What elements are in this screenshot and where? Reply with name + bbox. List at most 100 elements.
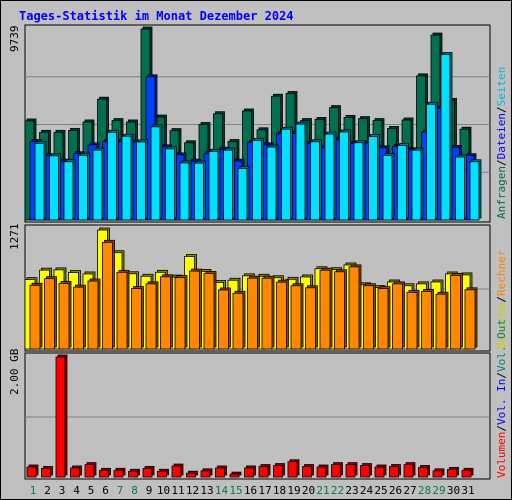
bar-volumen-day-29-face (432, 470, 443, 478)
bar-seiten-day-25-face (382, 155, 393, 221)
bar-rechner-day-23 (348, 264, 362, 350)
bar-rechner-day-14 (218, 287, 231, 350)
day-label-8: 8 (131, 484, 138, 497)
bar-rechner-day-22-face (334, 271, 345, 350)
bar-volumen-day-18 (273, 463, 285, 478)
bar-rechner-day-15 (232, 290, 246, 350)
bar-rechner-day-1 (29, 282, 43, 350)
bar-rechner-day-28-face (421, 291, 432, 350)
bar-seiten-day-1-face (34, 142, 45, 221)
bar-rechner-day-8 (131, 286, 144, 350)
bar-seiten-day-17-face (266, 146, 277, 221)
bar-volumen-day-11-face (171, 465, 182, 478)
day-label-19: 19 (287, 484, 300, 497)
bar-rechner-day-25 (377, 286, 391, 350)
bar-rechner-day-7-face (116, 271, 128, 350)
bar-rechner-day-10-face (160, 276, 171, 350)
bar-rechner-day-14-face (218, 289, 229, 350)
bar-volumen-day-28 (418, 465, 430, 478)
day-label-24: 24 (360, 484, 374, 497)
bar-seiten-day-8-face (136, 141, 146, 221)
bar-volumen-day-8-face (128, 470, 138, 478)
bar-rechner-day-17-face (261, 277, 273, 350)
bar-volumen-day-30 (447, 466, 459, 478)
bar-rechner-day-27-face (406, 291, 418, 350)
bar-seiten-day-2 (49, 153, 61, 221)
legend-visits-hosts: Besuche/Rechner (495, 249, 508, 349)
bar-rechner-day-20-face (305, 287, 316, 350)
bar-seiten-day-14 (223, 147, 235, 221)
bar-seiten-day-30 (455, 154, 467, 221)
bar-volumen-day-31-face (461, 469, 472, 478)
bar-seiten-day-16 (252, 137, 264, 221)
legend-separator: / (495, 159, 508, 166)
bar-volumen-day-8 (128, 468, 140, 478)
bar-volumen-day-30-face (447, 468, 457, 478)
bar-seiten-day-5-face (92, 149, 103, 221)
day-label-11: 11 (171, 484, 184, 497)
bar-seiten-day-23-face (353, 142, 364, 221)
bar-seiten-day-20-face (310, 141, 320, 221)
bar-volumen-day-18-face (273, 465, 283, 478)
bar-rechner-day-4-face (73, 286, 84, 350)
bar-volumen-day-12-face (186, 472, 196, 478)
bar-volumen-day-27-face (403, 464, 414, 478)
panel-frame (24, 352, 491, 480)
bar-seiten-day-6-face (107, 131, 117, 221)
bar-rechner-day-16-face (247, 277, 258, 350)
legend-volume-total: Volumen (495, 432, 508, 478)
bar-seiten-day-16-face (252, 139, 262, 221)
panel-visits-hosts (24, 224, 491, 352)
bar-volumen-day-16 (244, 465, 256, 478)
legend-hosts: Rechner (495, 249, 508, 296)
bar-rechner-day-1-face (29, 284, 41, 350)
bar-seiten-day-11 (179, 160, 192, 221)
x-axis-day-labels: 1 2 3 4 5 6 7 8 9 10 11 12 13 14 15 16 17 18 19 20 21 22 23 24 2… (30, 484, 475, 497)
bar-volumen-day-27 (403, 462, 416, 478)
bar-rechner-day-5-face (87, 280, 99, 350)
bar-rechner-day-12 (189, 268, 202, 350)
bar-rechner-day-3-face (58, 282, 70, 350)
panel-volume (24, 352, 491, 480)
bar-seiten-day-4 (78, 152, 90, 221)
bar-rechner-day-24-face (363, 285, 374, 350)
bar-rechner-day-27 (406, 289, 420, 350)
day-label-17: 17 (258, 484, 271, 497)
bar-volumen-day-6-face (99, 469, 109, 478)
bar-seiten-day-18 (281, 126, 293, 221)
bar-volumen-day-3 (55, 354, 68, 478)
bar-volumen-day-4 (70, 465, 82, 478)
bar-rechner-day-26 (392, 281, 405, 350)
bar-seiten-day-9 (150, 124, 163, 221)
day-label-9: 9 (146, 484, 153, 497)
bar-volumen-day-26-face (389, 466, 399, 478)
bar-volumen-day-24 (360, 463, 372, 478)
bar-seiten-day-29 (440, 52, 453, 221)
bar-seiten-day-7-face (121, 135, 132, 221)
bar-rechner-day-2 (44, 276, 57, 350)
bar-volumen-day-23-face (345, 464, 356, 478)
bar-seiten-day-31 (469, 159, 482, 221)
bar-rechner-day-21-face (319, 269, 331, 350)
bar-seiten-day-10 (165, 146, 177, 221)
bar-volumen-day-22 (331, 462, 343, 478)
bar-volumen-day-15-face (229, 473, 240, 478)
bar-rechner-day-19-face (290, 285, 302, 350)
chart-title: Tages-Statistik im Monat Dezember 2024 (19, 9, 294, 23)
bar-seiten-day-12 (194, 160, 206, 221)
legend-volume: Volumen/Vol. In/Vol. Out (495, 319, 508, 478)
day-label-5: 5 (88, 484, 95, 497)
legend-requests: Anfragen (495, 166, 508, 219)
bar-seiten-day-11-face (179, 162, 190, 221)
y-max-label-volume: 2.00 GB (8, 348, 21, 395)
bar-volumen-day-9 (142, 466, 155, 478)
y-max-label-visits: 1271 (8, 224, 21, 251)
bar-rechner-day-8-face (131, 288, 142, 350)
bar-volumen-day-5-face (84, 464, 95, 478)
day-label-23: 23 (345, 484, 358, 497)
bar-volumen-day-1-face (26, 466, 37, 478)
bar-volumen-day-13 (200, 468, 213, 478)
bar-volumen-day-25 (374, 464, 387, 478)
bar-rechner-day-12-face (189, 270, 200, 350)
bar-seiten-day-27 (411, 147, 424, 221)
